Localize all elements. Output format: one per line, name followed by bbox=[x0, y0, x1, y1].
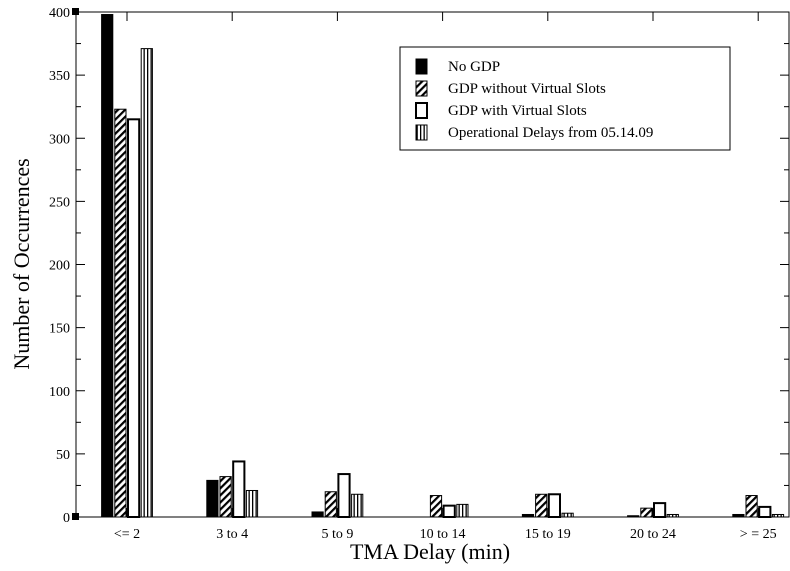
x-tick-label-2: 5 to 9 bbox=[321, 527, 353, 542]
bar-no-gdp-1 bbox=[206, 479, 219, 518]
y-tick-label-2: 100 bbox=[49, 385, 70, 400]
legend-label-operational-delays-from-05-14-09: Operational Delays from 05.14.09 bbox=[448, 125, 653, 141]
y-tick-label-5: 250 bbox=[49, 195, 70, 210]
axis-corner-marker-0 bbox=[72, 513, 79, 520]
y-tick-label-0: 0 bbox=[63, 511, 70, 526]
legend-swatch-operational-delays-from-05-14-09 bbox=[415, 124, 428, 141]
legend-label-gdp-with-virtual-slots: GDP with Virtual Slots bbox=[448, 103, 587, 119]
legend-box bbox=[399, 46, 731, 151]
bar-operational-delays-from-05-14-09-4 bbox=[561, 512, 574, 518]
bar-gdp-without-virtual-slots-3 bbox=[429, 495, 443, 518]
bars-layer bbox=[101, 14, 785, 519]
bar-gdp-with-virtual-slots-3 bbox=[442, 504, 456, 519]
legend-label-gdp-without-virtual-slots: GDP without Virtual Slots bbox=[448, 81, 606, 97]
x-tick-label-3: 10 to 14 bbox=[420, 527, 466, 542]
bar-gdp-without-virtual-slots-0 bbox=[114, 108, 127, 518]
x-tick-label-4: 15 to 19 bbox=[525, 527, 571, 542]
bar-gdp-without-virtual-slots-2 bbox=[324, 491, 337, 518]
bar-gdp-without-virtual-slots-5 bbox=[640, 507, 653, 518]
legend: No GDP GDP without Virtual Slots GDP with … bbox=[399, 46, 731, 151]
x-tick-label-0: <= 2 bbox=[114, 527, 140, 542]
bar-gdp-with-virtual-slots-0 bbox=[127, 118, 141, 518]
tick-labels: 0 50 100 150 200 250 300 350 400 <= 2 3 to 4 5 to 9… bbox=[49, 6, 777, 542]
axes bbox=[72, 8, 790, 520]
bar-gdp-without-virtual-slots-6 bbox=[745, 495, 758, 518]
bar-gdp-with-virtual-slots-6 bbox=[758, 505, 772, 518]
bar-operational-delays-from-05-14-09-3 bbox=[456, 503, 469, 518]
y-tick-label-7: 350 bbox=[49, 69, 70, 84]
bar-operational-delays-from-05-14-09-2 bbox=[351, 493, 364, 518]
bar-gdp-with-virtual-slots-2 bbox=[337, 473, 351, 519]
bar-gdp-with-virtual-slots-5 bbox=[653, 502, 667, 518]
x-tick-label-5: 20 to 24 bbox=[630, 527, 676, 542]
y-axis-title: Number of Occurrences bbox=[9, 158, 34, 369]
x-tick-label-1: 3 to 4 bbox=[216, 527, 248, 542]
axis-corner-marker-1 bbox=[72, 8, 79, 15]
bar-gdp-with-virtual-slots-4 bbox=[547, 493, 561, 518]
y-tick-label-1: 50 bbox=[56, 448, 70, 463]
legend-swatch-no-gdp bbox=[415, 58, 428, 75]
bar-no-gdp-2 bbox=[311, 511, 324, 518]
bar-operational-delays-from-05-14-09-1 bbox=[245, 489, 259, 518]
legend-swatch-gdp-without-virtual-slots bbox=[415, 80, 428, 97]
y-tick-label-3: 150 bbox=[49, 322, 70, 337]
x-axis-title: TMA Delay (min) bbox=[350, 539, 510, 564]
bar-gdp-without-virtual-slots-1 bbox=[219, 476, 232, 518]
legend-swatch-gdp-with-virtual-slots bbox=[415, 102, 428, 119]
y-tick-label-4: 200 bbox=[49, 259, 70, 274]
y-tick-label-6: 300 bbox=[49, 132, 70, 147]
x-tick-label-6: > = 25 bbox=[740, 527, 777, 542]
legend-label-no-gdp: No GDP bbox=[448, 59, 500, 75]
bar-no-gdp-0 bbox=[101, 14, 114, 518]
bar-operational-delays-from-05-14-09-0 bbox=[140, 48, 153, 518]
bar-gdp-without-virtual-slots-4 bbox=[535, 493, 548, 518]
bar-gdp-with-virtual-slots-1 bbox=[232, 460, 246, 519]
y-tick-label-8: 400 bbox=[49, 6, 70, 21]
